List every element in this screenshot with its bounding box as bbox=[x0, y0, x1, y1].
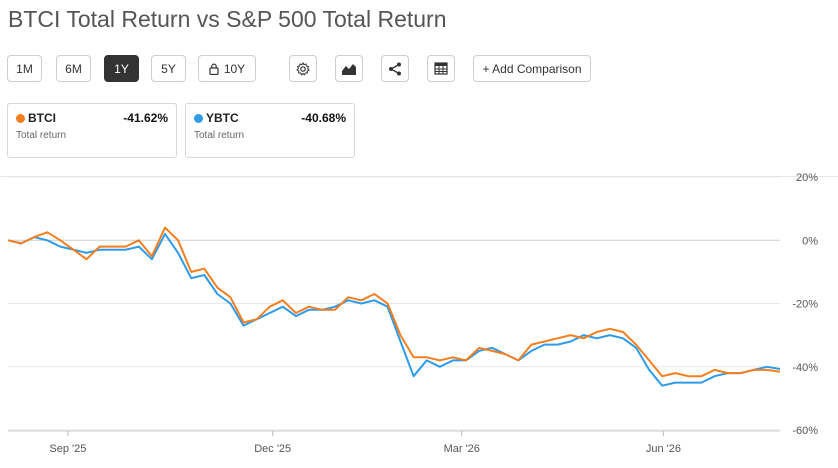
range-10y-button[interactable]: 10Y bbox=[198, 55, 256, 82]
page-title: BTCI Total Return vs S&P 500 Total Retur… bbox=[8, 6, 447, 32]
y-tick-label: 20% bbox=[796, 172, 818, 184]
btci-sub: Total return bbox=[16, 130, 67, 141]
x-tick-label: Dec '25 bbox=[254, 443, 291, 455]
series-line-btci bbox=[7, 226, 781, 378]
y-tick-label: -60% bbox=[792, 425, 818, 437]
chart-type-button[interactable] bbox=[335, 55, 363, 82]
settings-gear-icon bbox=[296, 61, 310, 76]
chart-type-icon bbox=[341, 62, 357, 76]
legend-card-btci[interactable]: BTCI -41.62% Total return bbox=[7, 103, 177, 158]
y-tick-label: 0% bbox=[802, 235, 818, 247]
range-1m-button[interactable]: 1M bbox=[7, 55, 42, 82]
range-5y-button[interactable]: 5Y bbox=[151, 55, 186, 82]
ybtc-color-dot bbox=[194, 114, 203, 123]
lock-icon bbox=[209, 63, 219, 75]
x-tick-label: Mar '26 bbox=[444, 443, 480, 455]
ybtc-name: YBTC bbox=[206, 111, 239, 125]
legend-card-ybtc[interactable]: YBTC -40.68% Total return bbox=[185, 103, 355, 158]
series-line-ybtc bbox=[7, 232, 781, 387]
ybtc-sub: Total return bbox=[194, 130, 245, 141]
add-comparison-button[interactable]: + Add Comparison bbox=[473, 55, 591, 82]
y-tick-label: -20% bbox=[792, 299, 818, 311]
btci-value: -41.62% bbox=[123, 111, 168, 125]
table-view-button[interactable] bbox=[427, 55, 455, 82]
btci-color-dot bbox=[16, 114, 25, 123]
y-tick-label: -40% bbox=[792, 362, 818, 374]
range-6m-button[interactable]: 6M bbox=[56, 55, 91, 82]
settings-button[interactable] bbox=[289, 55, 317, 82]
ybtc-value: -40.68% bbox=[301, 111, 346, 125]
range-10y-label: 10Y bbox=[223, 61, 246, 76]
x-tick-label: Sep '25 bbox=[49, 443, 86, 455]
table-icon bbox=[434, 62, 448, 75]
x-tick-label: Jun '26 bbox=[646, 443, 681, 455]
share-icon bbox=[388, 62, 402, 76]
range-1y-button[interactable]: 1Y bbox=[104, 55, 139, 82]
btci-name: BTCI bbox=[28, 111, 56, 125]
share-button[interactable] bbox=[381, 55, 409, 82]
